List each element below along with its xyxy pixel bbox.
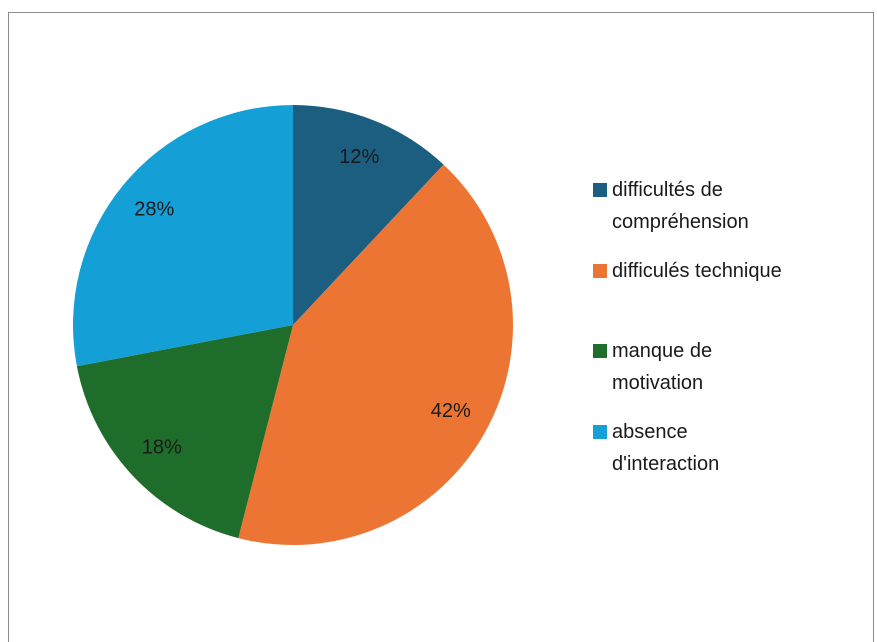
legend-item: difficultés de compréhension: [593, 174, 749, 238]
data-label: 18%: [142, 436, 182, 458]
legend-label: manque de motivation: [612, 340, 713, 394]
legend-swatch: [593, 344, 607, 358]
legend-label: difficultés de compréhension: [612, 179, 749, 233]
pie-slice: [293, 105, 444, 325]
data-label: 12%: [339, 146, 379, 168]
pie-slice: [73, 105, 294, 367]
chart-frame: [8, 12, 874, 642]
legend-item: manque de motivation: [593, 335, 712, 399]
data-label: 28%: [134, 199, 174, 221]
legend-label: difficulés technique: [612, 260, 782, 282]
data-label: 42%: [431, 400, 471, 422]
legend-swatch: [593, 425, 607, 439]
legend-swatch: [593, 264, 607, 278]
pie-slice: [238, 164, 514, 546]
pie-slice: [76, 325, 293, 539]
legend-item: difficulés technique: [593, 255, 782, 287]
legend-swatch: [593, 183, 607, 197]
legend-item: absence d'interaction: [593, 416, 719, 480]
legend-label: absence d'interaction: [612, 421, 720, 475]
